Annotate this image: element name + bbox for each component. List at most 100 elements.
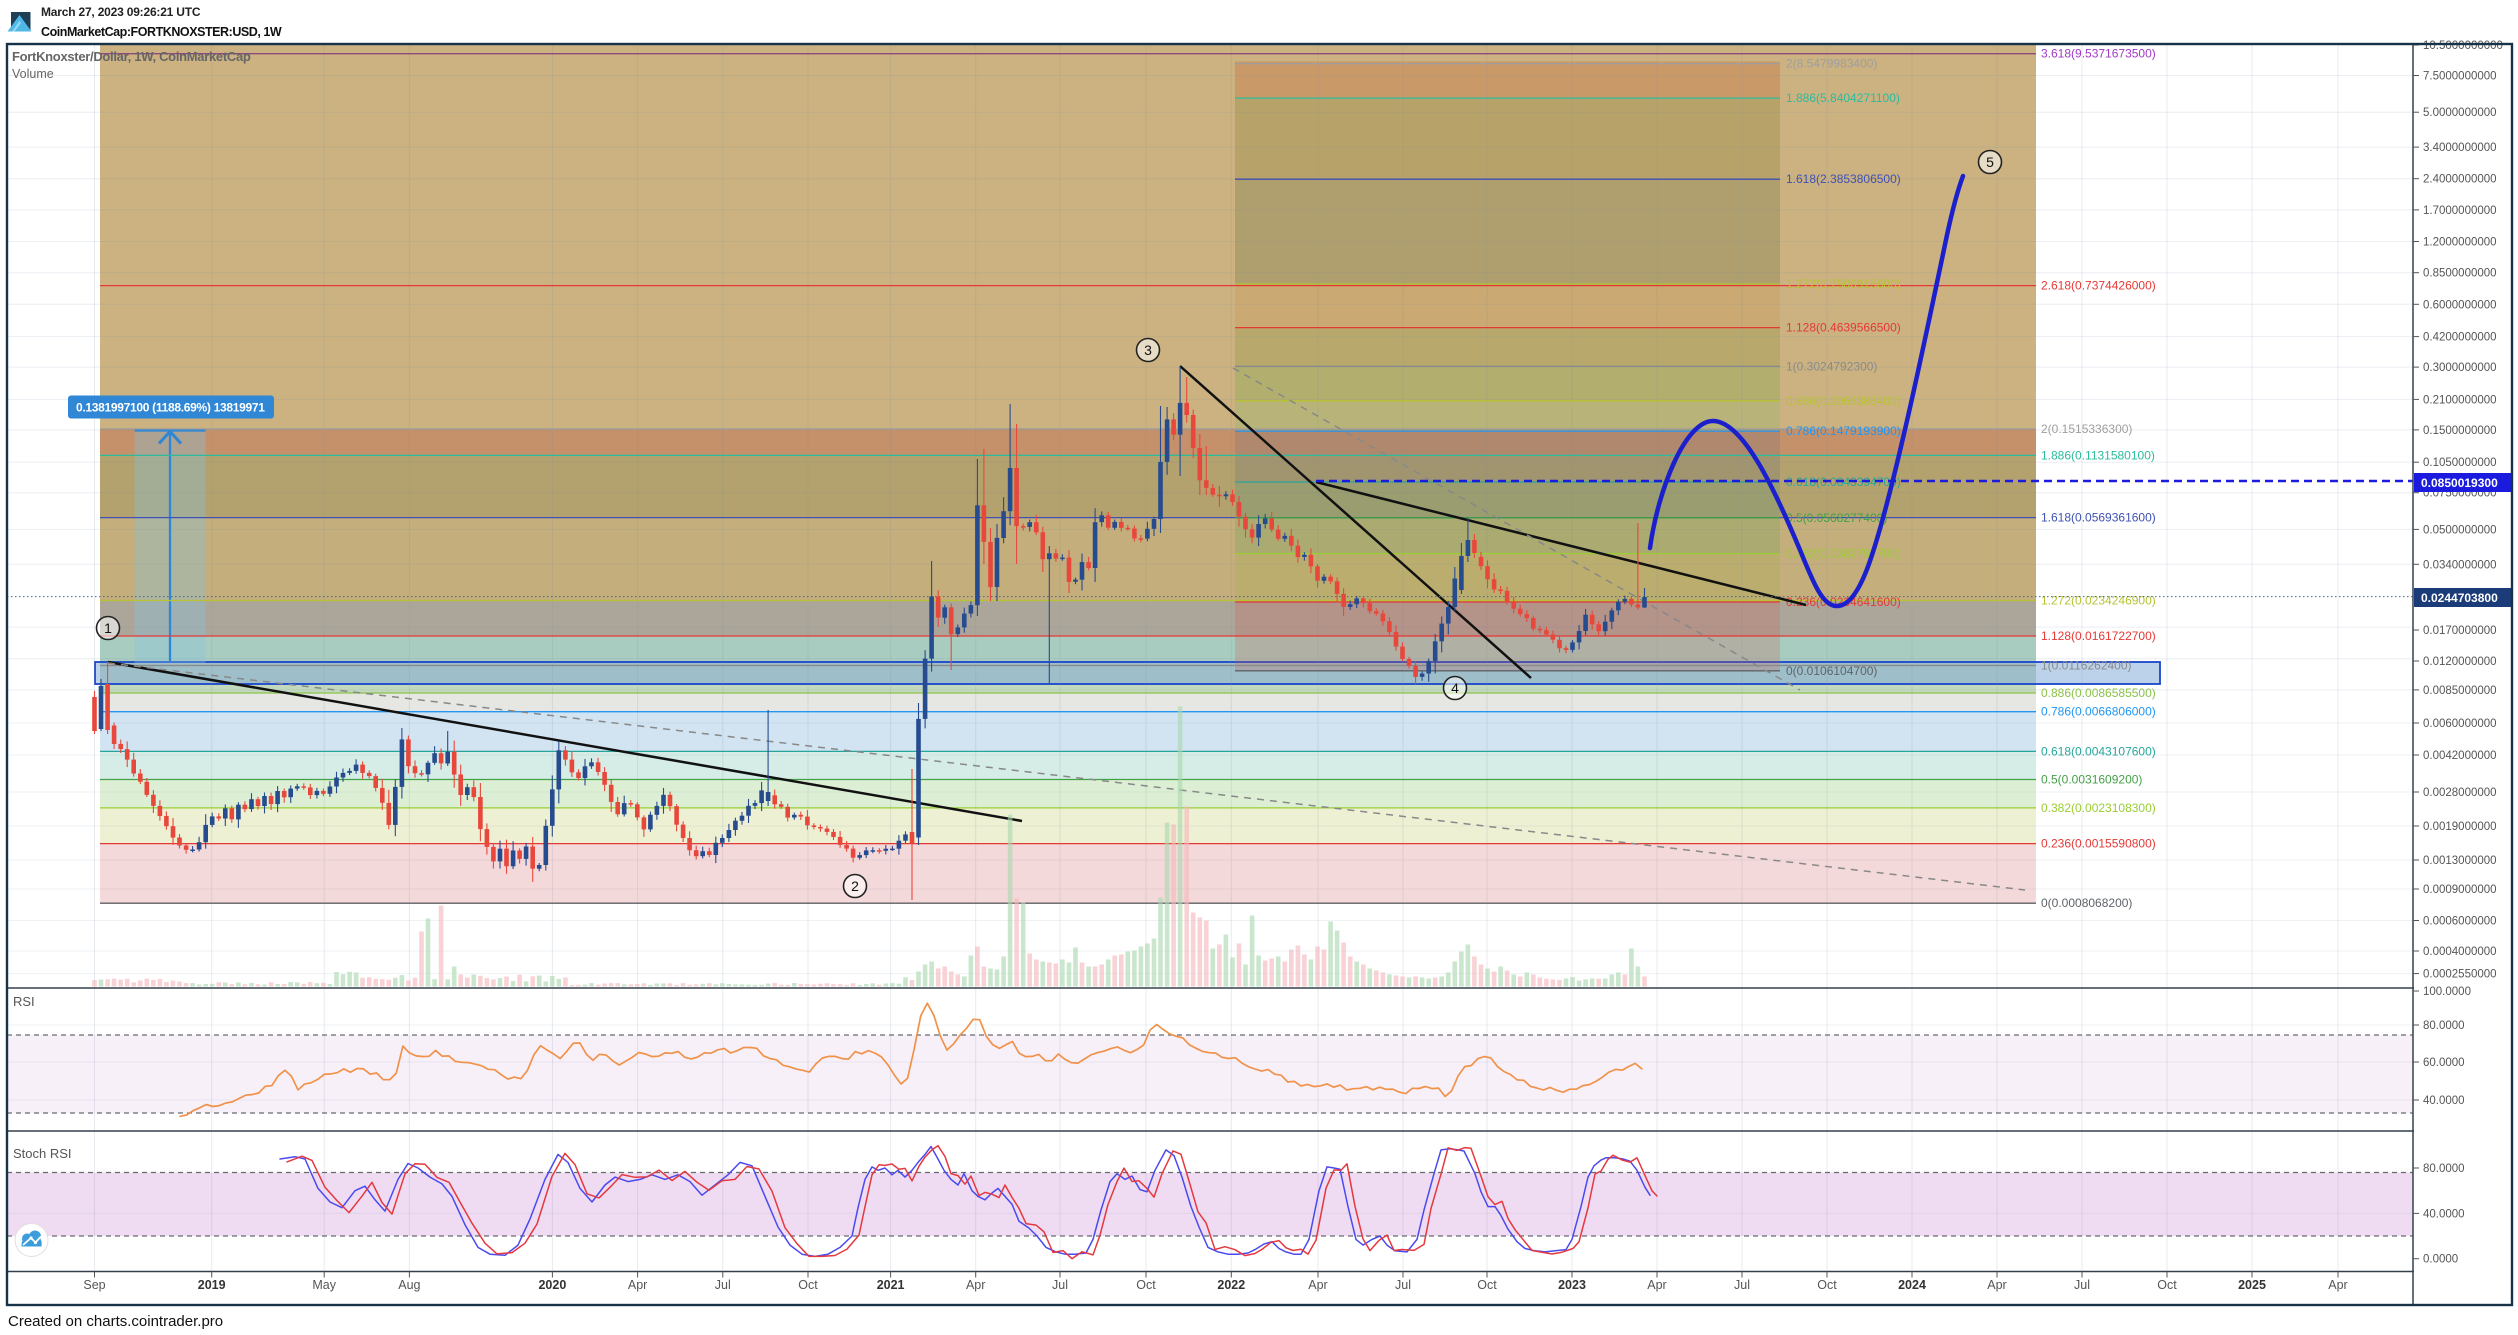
svg-text:0.6000000000: 0.6000000000 bbox=[2423, 299, 2497, 311]
svg-text:0.786(0.0066806000): 0.786(0.0066806000) bbox=[2041, 705, 2156, 719]
svg-text:100.0000: 100.0000 bbox=[2423, 986, 2471, 998]
svg-text:Oct: Oct bbox=[1136, 1278, 1156, 1292]
svg-text:2(8.5479983400): 2(8.5479983400) bbox=[1786, 57, 1877, 71]
svg-text:7.5000000000: 7.5000000000 bbox=[2423, 71, 2497, 83]
svg-text:0.0244703800: 0.0244703800 bbox=[2421, 591, 2498, 605]
svg-text:0.0028000000: 0.0028000000 bbox=[2423, 787, 2497, 799]
svg-text:2.4000000000: 2.4000000000 bbox=[2423, 174, 2497, 186]
svg-text:Aug: Aug bbox=[398, 1278, 420, 1292]
svg-text:0.618(0.0043107600): 0.618(0.0043107600) bbox=[2041, 744, 2156, 758]
svg-text:CoinMarketCap:FORTKNOXSTER:USD: CoinMarketCap:FORTKNOXSTER:USD, 1W bbox=[41, 25, 282, 39]
svg-text:10.5000000000: 10.5000000000 bbox=[2423, 40, 2503, 52]
svg-text:0.8500000000: 0.8500000000 bbox=[2423, 268, 2497, 280]
svg-text:0.0500000000: 0.0500000000 bbox=[2423, 524, 2497, 536]
svg-text:Jul: Jul bbox=[2074, 1278, 2090, 1292]
svg-text:1(0.3024792300): 1(0.3024792300) bbox=[1786, 359, 1877, 373]
svg-text:0.0060000000: 0.0060000000 bbox=[2423, 718, 2497, 730]
svg-text:1.618(0.0569361600): 1.618(0.0569361600) bbox=[2041, 511, 2156, 525]
svg-text:0.0120000000: 0.0120000000 bbox=[2423, 656, 2497, 668]
svg-text:3: 3 bbox=[1144, 342, 1152, 358]
svg-text:2023: 2023 bbox=[1558, 1278, 1586, 1292]
svg-text:2025: 2025 bbox=[2238, 1278, 2266, 1292]
svg-text:2019: 2019 bbox=[198, 1278, 226, 1292]
svg-text:0.1381997100 (1188.69%) 138199: 0.1381997100 (1188.69%) 13819971 bbox=[76, 401, 265, 415]
svg-text:0.2100000000: 0.2100000000 bbox=[2423, 394, 2497, 406]
svg-text:3.4000000000: 3.4000000000 bbox=[2423, 142, 2497, 154]
svg-text:0(0.0106104700): 0(0.0106104700) bbox=[1786, 664, 1877, 678]
svg-text:0.786(0.1479193900): 0.786(0.1479193900) bbox=[1786, 424, 1901, 438]
svg-text:Oct: Oct bbox=[798, 1278, 818, 1292]
svg-text:5.0000000000: 5.0000000000 bbox=[2423, 107, 2497, 119]
svg-text:5: 5 bbox=[1986, 154, 1994, 170]
svg-text:1.128(0.4639566500): 1.128(0.4639566500) bbox=[1786, 321, 1901, 335]
svg-text:1.2000000000: 1.2000000000 bbox=[2423, 237, 2497, 249]
svg-text:0.0000: 0.0000 bbox=[2423, 1254, 2458, 1266]
svg-text:2: 2 bbox=[851, 878, 859, 894]
svg-text:2020: 2020 bbox=[538, 1278, 566, 1292]
svg-text:Stoch RSI: Stoch RSI bbox=[13, 1146, 72, 1161]
svg-text:0.5(0.0568277400): 0.5(0.0568277400) bbox=[1786, 511, 1887, 525]
svg-text:1: 1 bbox=[104, 620, 112, 636]
svg-text:0.886(0.0086585500): 0.886(0.0086585500) bbox=[2041, 686, 2156, 700]
svg-text:0.1500000000: 0.1500000000 bbox=[2423, 425, 2497, 437]
svg-text:FortKnoxster/Dollar, 1W, CoinM: FortKnoxster/Dollar, 1W, CoinMarketCap bbox=[12, 49, 251, 64]
svg-text:1.886(0.1131580100): 1.886(0.1131580100) bbox=[2041, 448, 2155, 462]
svg-text:2.618(0.7374426000): 2.618(0.7374426000) bbox=[2041, 279, 2156, 293]
svg-text:1.618(2.3853806500): 1.618(2.3853806500) bbox=[1786, 172, 1901, 186]
svg-text:0.5(0.0031609200): 0.5(0.0031609200) bbox=[2041, 773, 2142, 787]
svg-text:Jul: Jul bbox=[1734, 1278, 1750, 1292]
svg-text:Apr: Apr bbox=[1308, 1278, 1327, 1292]
svg-text:60.0000: 60.0000 bbox=[2423, 1057, 2465, 1069]
svg-text:2021: 2021 bbox=[877, 1278, 905, 1292]
svg-text:Apr: Apr bbox=[966, 1278, 985, 1292]
svg-text:0.3000000000: 0.3000000000 bbox=[2423, 362, 2497, 374]
svg-text:0(0.0008068200): 0(0.0008068200) bbox=[2041, 896, 2132, 910]
svg-text:0.0085000000: 0.0085000000 bbox=[2423, 685, 2497, 697]
svg-text:Oct: Oct bbox=[2157, 1278, 2177, 1292]
svg-text:Jul: Jul bbox=[715, 1278, 731, 1292]
svg-text:0.0004000000: 0.0004000000 bbox=[2423, 946, 2497, 958]
svg-text:May: May bbox=[312, 1278, 336, 1292]
svg-text:Jul: Jul bbox=[1395, 1278, 1411, 1292]
svg-text:1.272(0.0234246900): 1.272(0.0234246900) bbox=[2041, 594, 2156, 608]
svg-text:1.128(0.0161722700): 1.128(0.0161722700) bbox=[2041, 629, 2156, 643]
svg-text:0.0002550000: 0.0002550000 bbox=[2423, 969, 2497, 981]
svg-text:3.618(9.5371673500): 3.618(9.5371673500) bbox=[2041, 47, 2156, 61]
svg-text:Apr: Apr bbox=[628, 1278, 647, 1292]
svg-text:Apr: Apr bbox=[2328, 1278, 2347, 1292]
svg-text:0.382(0.0023108300): 0.382(0.0023108300) bbox=[2041, 801, 2156, 815]
svg-text:0.1050000000: 0.1050000000 bbox=[2423, 457, 2497, 469]
svg-text:0.0006000000: 0.0006000000 bbox=[2423, 916, 2497, 928]
svg-text:Oct: Oct bbox=[1477, 1278, 1497, 1292]
svg-text:1.886(5.8404271100): 1.886(5.8404271100) bbox=[1786, 91, 1900, 105]
svg-text:0.0013000000: 0.0013000000 bbox=[2423, 855, 2497, 867]
svg-text:Volume: Volume bbox=[12, 67, 54, 81]
svg-text:2022: 2022 bbox=[1217, 1278, 1245, 1292]
svg-text:1.7000000000: 1.7000000000 bbox=[2423, 205, 2497, 217]
svg-text:40.0000: 40.0000 bbox=[2423, 1095, 2465, 1107]
svg-text:0.886(0.2066386400): 0.886(0.2066386400) bbox=[1786, 394, 1901, 408]
svg-text:0.0009000000: 0.0009000000 bbox=[2423, 884, 2497, 896]
svg-text:4: 4 bbox=[1451, 680, 1459, 696]
svg-text:March 27, 2023 09:26:21 UTC: March 27, 2023 09:26:21 UTC bbox=[41, 5, 201, 19]
svg-text:0.0042000000: 0.0042000000 bbox=[2423, 750, 2497, 762]
svg-text:Apr: Apr bbox=[1647, 1278, 1666, 1292]
svg-text:2(0.1515336300): 2(0.1515336300) bbox=[2041, 422, 2132, 436]
svg-text:0.236(0.0015590800): 0.236(0.0015590800) bbox=[2041, 837, 2156, 851]
svg-text:Jul: Jul bbox=[1052, 1278, 1068, 1292]
svg-text:Created on charts.cointrader.p: Created on charts.cointrader.pro bbox=[8, 1313, 223, 1330]
svg-text:80.0000: 80.0000 bbox=[2423, 1163, 2465, 1175]
svg-text:1.272(0.7506915600): 1.272(0.7506915600) bbox=[1786, 277, 1901, 291]
svg-text:0.0850019300: 0.0850019300 bbox=[2421, 476, 2498, 490]
svg-text:1(0.0116262400): 1(0.0116262400) bbox=[2041, 659, 2132, 673]
svg-text:Apr: Apr bbox=[1987, 1278, 2006, 1292]
svg-text:0.0019000000: 0.0019000000 bbox=[2423, 821, 2497, 833]
svg-text:Oct: Oct bbox=[1817, 1278, 1837, 1292]
svg-text:0.0170000000: 0.0170000000 bbox=[2423, 625, 2497, 637]
svg-text:40.0000: 40.0000 bbox=[2423, 1208, 2465, 1220]
svg-text:0.0340000000: 0.0340000000 bbox=[2423, 559, 2497, 571]
svg-text:2024: 2024 bbox=[1898, 1278, 1926, 1292]
svg-text:0.4200000000: 0.4200000000 bbox=[2423, 332, 2497, 344]
svg-text:RSI: RSI bbox=[13, 994, 35, 1009]
svg-text:Sep: Sep bbox=[83, 1278, 105, 1292]
